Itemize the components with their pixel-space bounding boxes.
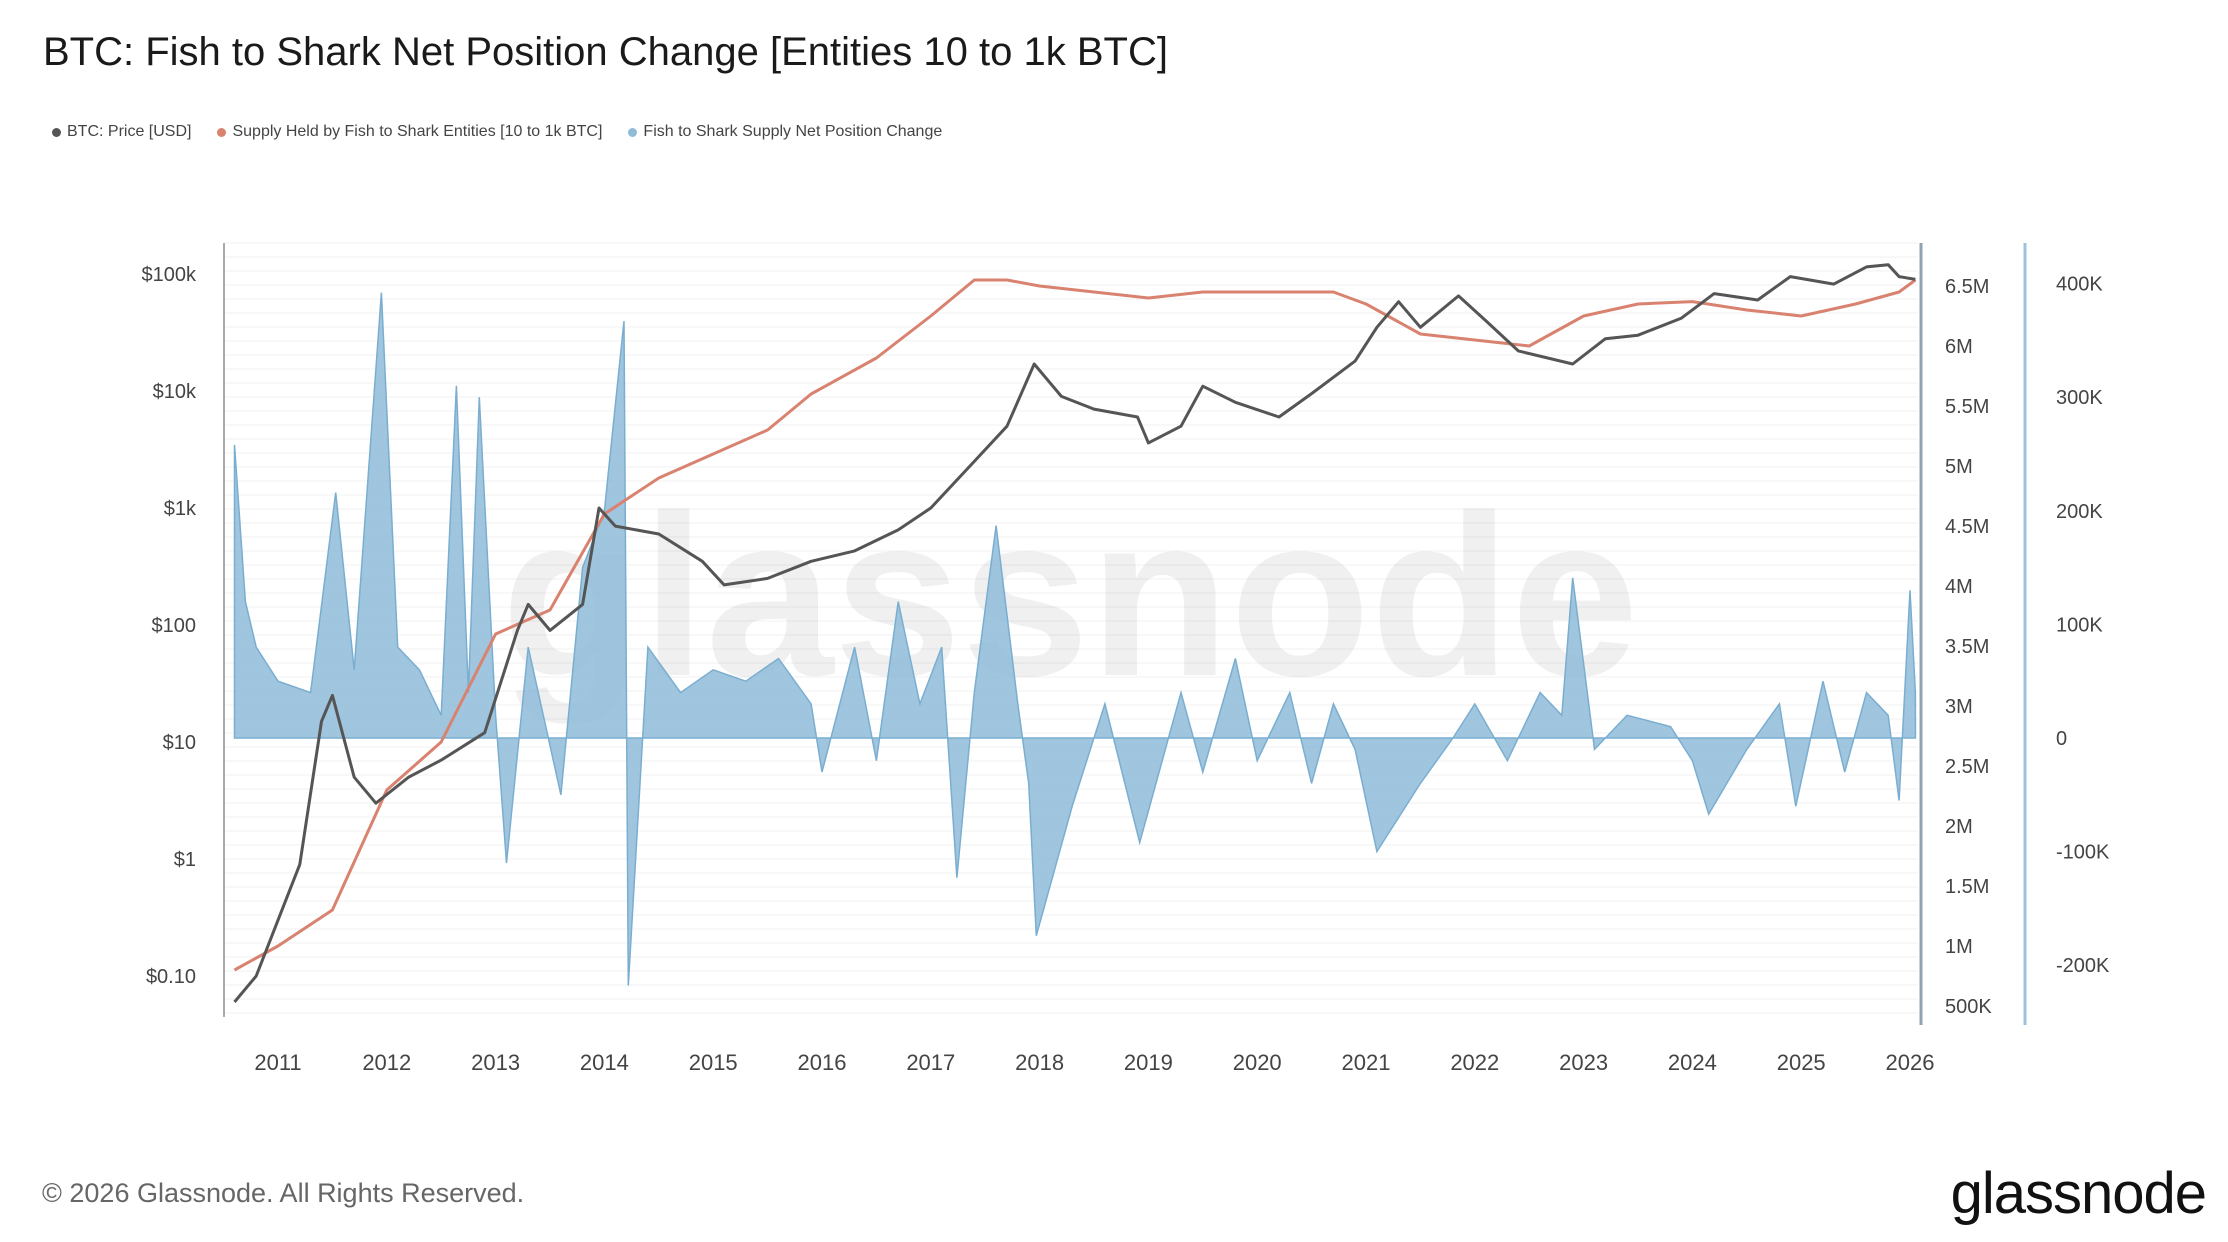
supply-tick-label: 6M (1945, 336, 1973, 358)
supply-tick-label: 1M (1945, 936, 1973, 958)
legend-supply-dot (217, 127, 227, 137)
supply-tick-label: 3.5M (1945, 636, 1989, 658)
price-line (233, 263, 1916, 1003)
supply-tick-label: 3M (1945, 696, 1973, 718)
legend-item-price[interactable]: BTC: Price [USD] (52, 123, 191, 141)
axes: 2011 2012 2013 2014 2015 2016 2017 2018 2019 2020… (142, 243, 2110, 1075)
x-tick-label: 2018 (1015, 1050, 1064, 1075)
x-tick-label: 2016 (798, 1050, 847, 1075)
supply-line (233, 278, 1917, 972)
x-tick-label: 2011 (254, 1050, 301, 1075)
x-tick-label: 2021 (1342, 1050, 1391, 1075)
x-tick-label: 2022 (1450, 1050, 1499, 1075)
net-tick-label: 400K (2056, 274, 2103, 296)
legend-item-net[interactable]: Fish to Shark Supply Net Position Change (628, 123, 942, 141)
legend: BTC: Price [USD] Supply Held by Fish to … (52, 123, 942, 141)
legend-price-label: BTC: Price [USD] (67, 123, 192, 140)
supply-tick-label: 2M (1945, 816, 1973, 838)
x-tick-label: 2014 (580, 1050, 629, 1075)
net-tick-label: 0 (2056, 728, 2067, 750)
x-tick-label: 2019 (1124, 1050, 1173, 1075)
legend-supply-label: Supply Held by Fish to Shark Entities [1… (232, 123, 603, 140)
supply-series (233, 278, 1917, 972)
net-tick-label: -200K (2056, 955, 2110, 977)
net-tick-label: -100K (2056, 842, 2110, 864)
copyright: © 2026 Glassnode. All Rights Reserved. (42, 1178, 525, 1208)
supply-tick-label: 4M (1945, 576, 1973, 598)
watermark: glassnode (501, 467, 1639, 724)
legend-item-supply[interactable]: Supply Held by Fish to Shark Entities [1… (217, 123, 602, 141)
price-tick-label: $1 (174, 849, 196, 871)
x-tick-label: 2024 (1668, 1050, 1717, 1075)
price-tick-label: $10 (163, 732, 196, 754)
net-tick-label: 200K (2056, 501, 2103, 523)
supply-tick-label: 500K (1945, 996, 1992, 1018)
x-tick-label: 2020 (1233, 1050, 1282, 1075)
price-tick-label: $1k (164, 498, 197, 520)
legend-net-label: Fish to Shark Supply Net Position Change (643, 123, 943, 140)
x-tick-label: 2012 (362, 1050, 411, 1075)
x-tick-label: 2017 (906, 1050, 955, 1075)
net-tick-label: 100K (2056, 614, 2103, 636)
x-tick-label: 2026 (1886, 1050, 1935, 1075)
grid (224, 242, 1918, 1014)
price-tick-label: $100 (152, 615, 197, 637)
supply-tick-label: 6.5M (1945, 276, 1989, 298)
price-series (233, 263, 1916, 1003)
supply-tick-label: 2.5M (1945, 756, 1989, 778)
legend-price-dot (52, 127, 61, 137)
glassnode-logo: glassnode (1950, 1161, 2207, 1226)
supply-tick-label: 1.5M (1945, 876, 1989, 898)
x-tick-label: 2023 (1559, 1050, 1608, 1075)
x-tick-label: 2015 (689, 1050, 738, 1075)
legend-net-dot (628, 127, 638, 137)
x-tick-label: 2025 (1777, 1050, 1826, 1075)
supply-tick-label: 5M (1945, 456, 1973, 478)
price-tick-label: $100k (142, 264, 197, 286)
x-tick-label: 2013 (471, 1050, 520, 1075)
net-tick-label: 300K (2056, 387, 2103, 409)
supply-tick-label: 4.5M (1945, 516, 1989, 538)
price-tick-label: $10k (153, 381, 197, 403)
chart-title: BTC: Fish to Shark Net Position Change [… (43, 30, 1168, 74)
supply-tick-label: 5.5M (1945, 396, 1989, 418)
net-series (233, 292, 1917, 986)
price-tick-label: $0.10 (146, 966, 196, 988)
net-position-area (233, 292, 1917, 986)
